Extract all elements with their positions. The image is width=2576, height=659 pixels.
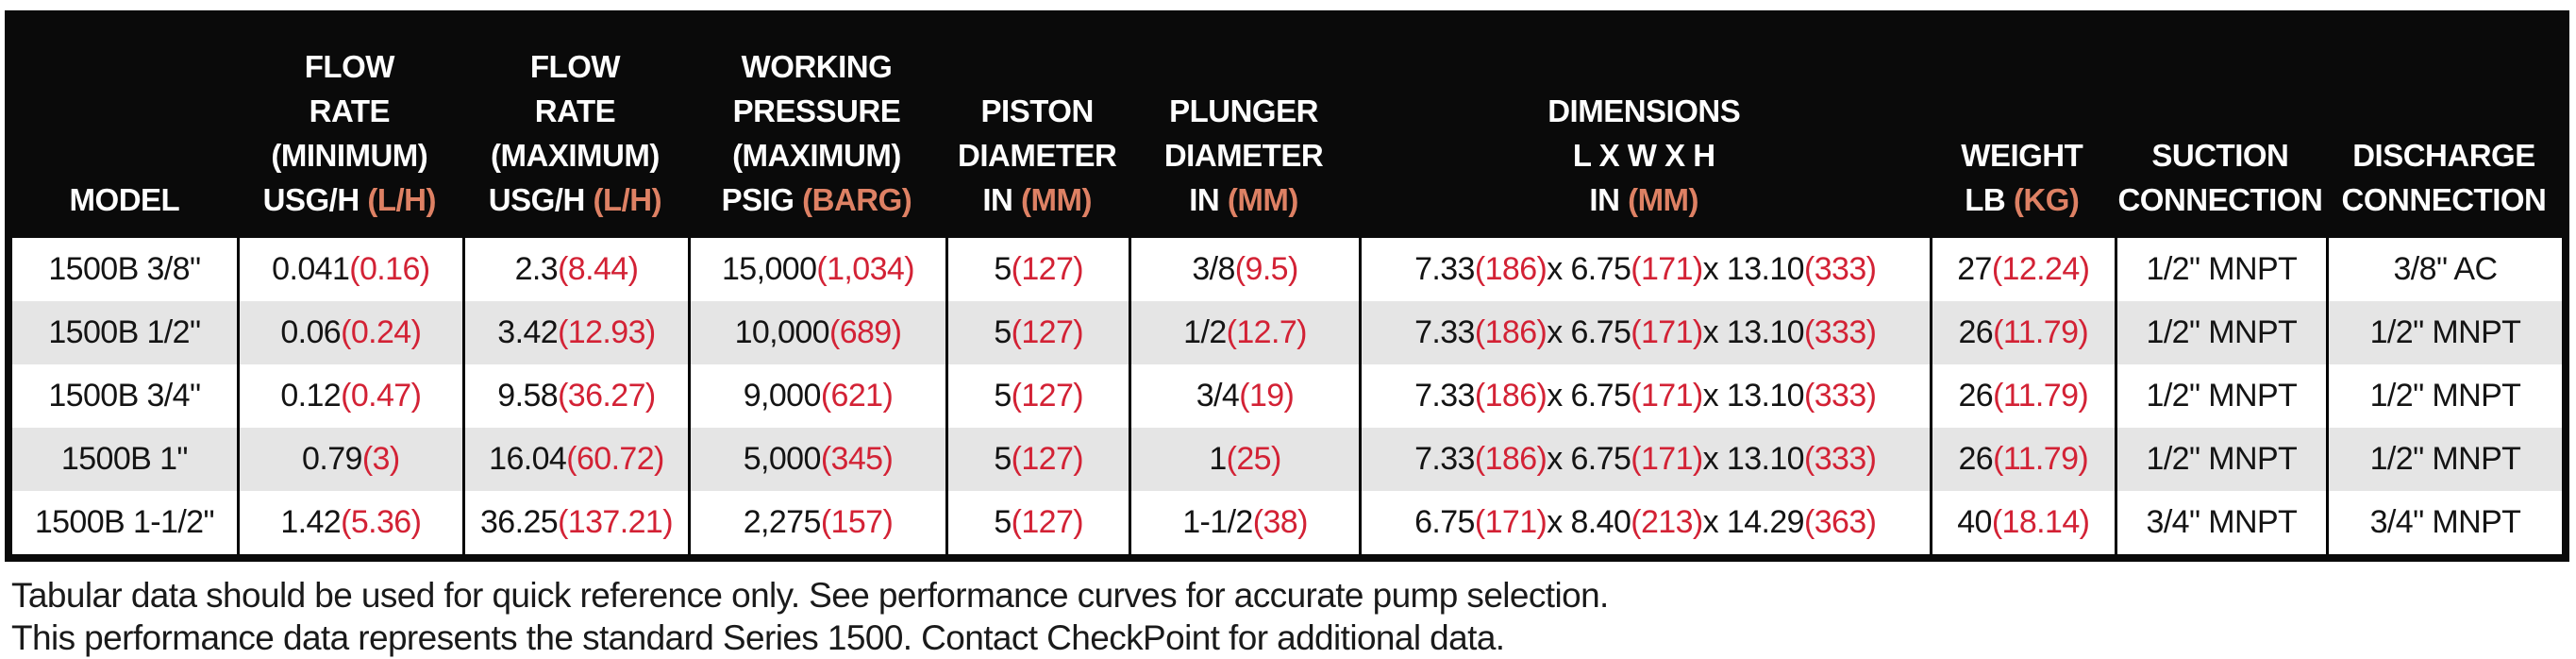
table-body: 1500B 3/8" 0.041 (0.16) 2.3 (8.44) 15,000 (… bbox=[12, 238, 2562, 554]
column-header-flow_min: FLOW RATE (MINIMUM) USG/H (L/H) bbox=[262, 49, 437, 217]
table-cell-pressure: 10,000 (689) bbox=[688, 301, 945, 364]
table-row: 1500B 1/2" 0.06 (0.24) 3.42 (12.93) 10,000 … bbox=[12, 301, 2562, 364]
table-cell-weight: 26 (11.79) bbox=[1929, 364, 2115, 428]
table-cell-weight: 40 (18.14) bbox=[1929, 491, 2115, 554]
table-cell-flow_min: 0.79 (3) bbox=[236, 428, 462, 491]
table-cell-flow_min: 0.06 (0.24) bbox=[236, 301, 462, 364]
table-cell-flow_min: 1.42 (5.36) bbox=[236, 491, 462, 554]
column-header-piston: PISTON DIAMETER IN (MM) bbox=[958, 93, 1117, 217]
table-cell-pressure: 9,000 (621) bbox=[688, 364, 945, 428]
table-cell-suction: 1/2" MNPT bbox=[2114, 364, 2326, 428]
table-cell-dimensions: 6.75 (171) x 8.40 (213) x 14.29 (363) bbox=[1358, 491, 1930, 554]
table-cell-discharge: 1/2" MNPT bbox=[2326, 428, 2562, 491]
table-cell-dimensions: 7.33 (186) x 6.75 (171) x 13.10 (333) bbox=[1358, 301, 1930, 364]
table-cell-discharge: 1/2" MNPT bbox=[2326, 301, 2562, 364]
table-cell-flow_max: 2.3 (8.44) bbox=[461, 238, 688, 301]
table-cell-plunger: 1 (25) bbox=[1129, 428, 1358, 491]
column-header-weight: WEIGHT LB (KG) bbox=[1961, 138, 2083, 217]
table-cell-model: 1500B 3/4" bbox=[48, 378, 201, 414]
table-cell-piston: 5 (127) bbox=[945, 428, 1129, 491]
table-cell-suction: 1/2" MNPT bbox=[2114, 238, 2326, 301]
table-cell-suction: 3/4" MNPT bbox=[2114, 491, 2326, 554]
column-header-discharge: DISCHARGE CONNECTION bbox=[2341, 138, 2547, 217]
table-cell-pressure: 15,000 (1,034) bbox=[688, 238, 945, 301]
table-cell-discharge: 3/4" MNPT bbox=[2326, 491, 2562, 554]
column-header-suction: SUCTION CONNECTION bbox=[2117, 138, 2323, 217]
table-cell-flow_max: 3.42 (12.93) bbox=[461, 301, 688, 364]
table-row: 1500B 1-1/2" 1.42 (5.36) 36.25 (137.21) 2,2… bbox=[12, 491, 2562, 554]
table-cell-plunger: 1/2 (12.7) bbox=[1129, 301, 1358, 364]
table-cell-plunger: 3/4 (19) bbox=[1129, 364, 1358, 428]
footnote-line-1: Tabular data should be used for quick re… bbox=[11, 576, 1609, 615]
table-cell-suction: 1/2" MNPT bbox=[2114, 428, 2326, 491]
table-cell-pressure: 2,275 (157) bbox=[688, 491, 945, 554]
table-cell-piston: 5 (127) bbox=[945, 238, 1129, 301]
table-cell-model: 1500B 3/8" bbox=[48, 251, 201, 287]
footnote-line-2: This performance data represents the sta… bbox=[11, 618, 1505, 657]
table-row: 1500B 3/8" 0.041 (0.16) 2.3 (8.44) 15,000 (… bbox=[12, 238, 2562, 301]
table-cell-flow_max: 36.25 (137.21) bbox=[461, 491, 688, 554]
table-cell-model: 1500B 1/2" bbox=[48, 314, 201, 350]
table-row: 1500B 3/4" 0.12 (0.47) 9.58 (36.27) 9,000 (… bbox=[12, 364, 2562, 428]
footnotes: Tabular data should be used for quick re… bbox=[11, 574, 1609, 659]
pump-spec-table: MODEL FLOW RATE (MINIMUM) USG/H (L/H) FLOW RAT… bbox=[5, 10, 2569, 562]
table-cell-flow_min: 0.041 (0.16) bbox=[236, 238, 462, 301]
table-cell-flow_min: 0.12 (0.47) bbox=[236, 364, 462, 428]
table-cell-model: 1500B 1-1/2" bbox=[34, 504, 215, 540]
table-cell-plunger: 3/8 (9.5) bbox=[1129, 238, 1358, 301]
table-cell-flow_max: 9.58 (36.27) bbox=[461, 364, 688, 428]
table-cell-flow_max: 16.04 (60.72) bbox=[461, 428, 688, 491]
column-header-flow_max: FLOW RATE (MAXIMUM) USG/H (L/H) bbox=[488, 49, 662, 217]
table-cell-suction: 1/2" MNPT bbox=[2114, 301, 2326, 364]
table-cell-dimensions: 7.33 (186) x 6.75 (171) x 13.10 (333) bbox=[1358, 364, 1930, 428]
table-cell-model: 1500B 1" bbox=[60, 441, 189, 477]
table-cell-weight: 26 (11.79) bbox=[1929, 428, 2115, 491]
table-cell-weight: 26 (11.79) bbox=[1929, 301, 2115, 364]
table-cell-piston: 5 (127) bbox=[945, 301, 1129, 364]
column-header-dimensions: DIMENSIONS L X W X H IN (MM) bbox=[1547, 93, 1741, 217]
table-cell-dimensions: 7.33 (186) x 6.75 (171) x 13.10 (333) bbox=[1358, 238, 1930, 301]
column-header-plunger: PLUNGER DIAMETER IN (MM) bbox=[1163, 93, 1324, 217]
table-cell-piston: 5 (127) bbox=[945, 364, 1129, 428]
table-cell-piston: 5 (127) bbox=[945, 491, 1129, 554]
column-header-pressure: WORKING PRESSURE (MAXIMUM) PSIG (BARG) bbox=[721, 49, 912, 217]
column-header-model: MODEL bbox=[69, 182, 180, 217]
table-header-row: MODEL FLOW RATE (MINIMUM) USG/H (L/H) FLOW RAT… bbox=[12, 18, 2562, 238]
table-cell-discharge: 3/8" AC bbox=[2326, 238, 2562, 301]
table-cell-dimensions: 7.33 (186) x 6.75 (171) x 13.10 (333) bbox=[1358, 428, 1930, 491]
table-cell-weight: 27 (12.24) bbox=[1929, 238, 2115, 301]
table-row: 1500B 1" 0.79 (3) 16.04 (60.72) 5,000 (345)… bbox=[12, 428, 2562, 491]
table-cell-pressure: 5,000 (345) bbox=[688, 428, 945, 491]
table-cell-discharge: 1/2" MNPT bbox=[2326, 364, 2562, 428]
table-cell-plunger: 1-1/2 (38) bbox=[1129, 491, 1358, 554]
